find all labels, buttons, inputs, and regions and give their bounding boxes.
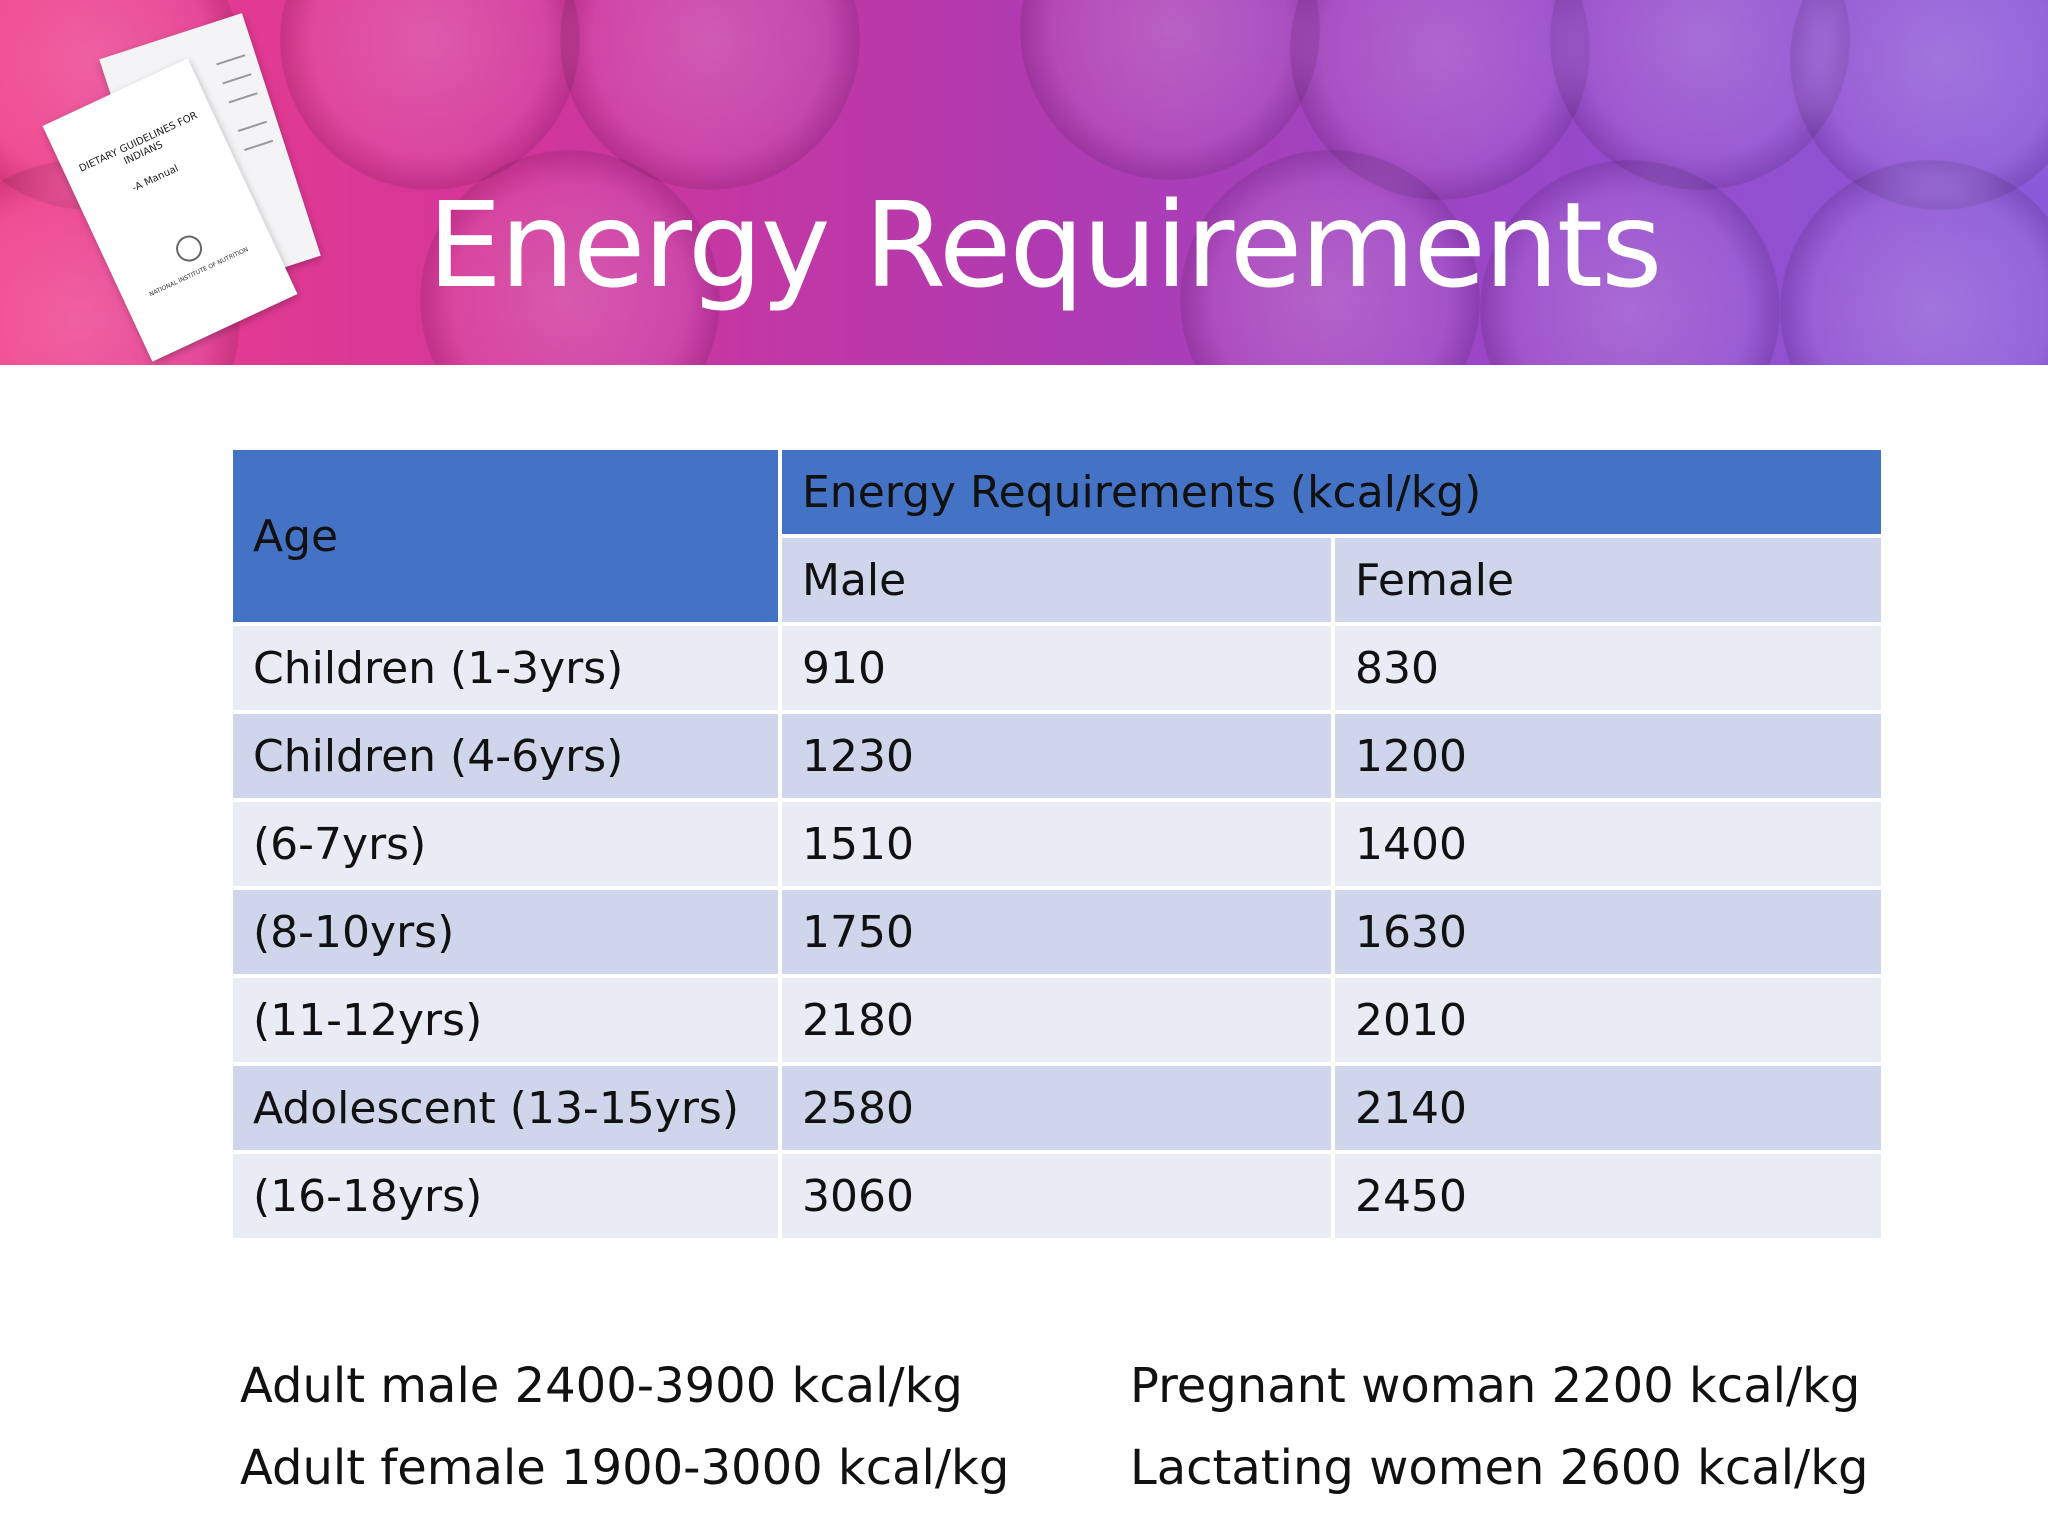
pregnant-note: Pregnant woman 2200 kcal/kg	[1130, 1358, 1861, 1414]
female-cell: 2450	[1335, 1154, 1881, 1238]
energy-table: Age Energy Requirements (kcal/kg) Male F…	[229, 446, 1885, 1242]
male-cell: 2180	[782, 978, 1331, 1062]
female-cell: 830	[1335, 626, 1881, 710]
male-column-header: Male	[782, 538, 1331, 622]
adult-female-note: Adult female 1900-3000 kcal/kg	[240, 1440, 1010, 1496]
table-row: Children (4-6yrs) 1230 1200	[233, 714, 1881, 798]
female-cell: 2010	[1335, 978, 1881, 1062]
female-cell: 1200	[1335, 714, 1881, 798]
age-cell: (16-18yrs)	[233, 1154, 778, 1238]
header-banner: DIETARY GUIDELINES FOR INDIANS -A Manual…	[0, 0, 2048, 365]
text-line	[244, 139, 274, 151]
table-row: (11-12yrs) 2180 2010	[233, 978, 1881, 1062]
table-row: Children (1-3yrs) 910 830	[233, 626, 1881, 710]
table-row: (16-18yrs) 3060 2450	[233, 1154, 1881, 1238]
page-title: Energy Requirements	[427, 176, 1663, 314]
text-line	[216, 54, 246, 66]
age-cell: (6-7yrs)	[233, 802, 778, 886]
female-cell: 1630	[1335, 890, 1881, 974]
female-cell: 1400	[1335, 802, 1881, 886]
text-line	[222, 73, 252, 85]
age-cell: Children (1-3yrs)	[233, 626, 778, 710]
table-row: (6-7yrs) 1510 1400	[233, 802, 1881, 886]
age-cell: Adolescent (13-15yrs)	[233, 1066, 778, 1150]
bowl-image	[1020, 0, 1320, 180]
age-cell: Children (4-6yrs)	[233, 714, 778, 798]
female-column-header: Female	[1335, 538, 1881, 622]
age-cell: (8-10yrs)	[233, 890, 778, 974]
text-line	[237, 120, 268, 132]
age-cell: (11-12yrs)	[233, 978, 778, 1062]
male-cell: 1510	[782, 802, 1331, 886]
male-cell: 910	[782, 626, 1331, 710]
male-cell: 1230	[782, 714, 1331, 798]
age-column-header: Age	[233, 450, 778, 622]
table-subheader-row: Male Female	[233, 538, 1881, 622]
maternal-notes: Pregnant woman 2200 kcal/kg Lactating wo…	[1130, 1345, 1868, 1509]
male-cell: 2580	[782, 1066, 1331, 1150]
adult-notes: Adult male 2400-3900 kcal/kg Adult femal…	[240, 1345, 1009, 1509]
lactating-note: Lactating women 2600 kcal/kg	[1130, 1440, 1869, 1496]
adult-male-note: Adult male 2400-3900 kcal/kg	[240, 1358, 963, 1414]
table-row: Adolescent (13-15yrs) 2580 2140	[233, 1066, 1881, 1150]
female-cell: 2140	[1335, 1066, 1881, 1150]
male-cell: 3060	[782, 1154, 1331, 1238]
table-header-row: Age Energy Requirements (kcal/kg)	[233, 450, 1881, 622]
text-line	[228, 92, 258, 104]
male-cell: 1750	[782, 890, 1331, 974]
energy-group-header: Energy Requirements (kcal/kg)	[782, 450, 1881, 534]
table-row: (8-10yrs) 1750 1630	[233, 890, 1881, 974]
